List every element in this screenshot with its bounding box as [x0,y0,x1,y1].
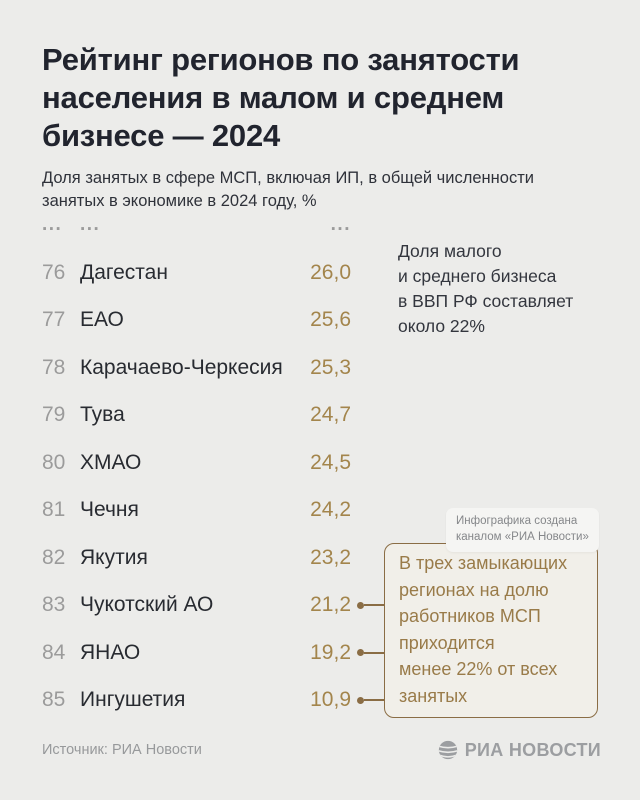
table-row: 84 ЯНАО 19,2 [42,629,386,677]
region-cell: Якутия [80,545,148,569]
connector-dot [357,601,364,609]
region-cell: Карачаево-Черкесия [80,355,283,379]
rank-cell: 81 [42,498,66,522]
region-ranking-list: 76 Дагестан 26,0 77 ЕАО 25,6 78 Карачаево-Черке… [42,249,386,725]
table-row: 82 Якутия 23,2 [42,534,351,582]
ria-novosti-logo: РИА НОВОСТИ [437,739,601,761]
rank-cell: 84 [42,640,66,664]
source-label: Источник: РИА Новости [42,742,202,758]
ellipsis-rank: ... [42,214,63,235]
value-cell: 10,9 [310,688,351,712]
connector-dot [357,696,364,704]
page-subtitle: Доля занятых в сфере МСП, включая ИП, в … [42,169,534,210]
table-row: 81 Чечня 24,2 [42,487,351,535]
value-cell: 25,3 [310,355,351,379]
value-cell: 25,6 [310,308,351,332]
value-cell: 24,2 [310,498,351,522]
connector-line [364,604,386,607]
value-cell: 23,2 [310,545,351,569]
table-ellipsis-row: ... ... ... [42,210,351,236]
rank-cell: 78 [42,355,66,379]
rank-cell: 76 [42,260,66,284]
logo-text: РИА НОВОСТИ [464,739,601,760]
rank-cell: 82 [42,545,66,569]
side-note: Доля малого и среднего бизнеса в ВВП РФ … [398,241,574,336]
region-cell: Чечня [80,498,139,522]
rank-cell: 79 [42,403,66,427]
connector-line [364,651,386,654]
rank-cell: 77 [42,308,66,332]
ria-globe-icon [438,740,457,760]
callout-box: В трех замыкающих регионах на долю работ… [384,543,598,718]
value-cell: 21,2 [310,593,351,617]
region-cell: ЕАО [80,308,124,332]
connector-line [364,699,386,702]
connector-dot [357,649,364,657]
table-row: 80 ХМАО 24,5 [42,439,351,487]
ellipsis-value: ... [330,214,351,235]
value-cell: 19,2 [310,640,351,664]
table-row: 79 Тува 24,7 [42,392,351,440]
table-row: 77 ЕАО 25,6 [42,297,351,345]
value-cell: 26,0 [310,260,351,284]
credit-badge: Инфографика создана каналом «РИА Новости… [446,508,599,552]
region-cell: Ингушетия [80,688,186,712]
page-title: Рейтинг регионов по занятости населения … [42,42,520,153]
value-cell: 24,7 [310,403,351,427]
region-cell: Дагестан [80,260,168,284]
ellipsis-region: ... [80,214,101,235]
rank-cell: 85 [42,688,66,712]
rank-cell: 83 [42,593,66,617]
rank-cell: 80 [42,450,66,474]
table-row: 83 Чукотский АО 21,2 [42,582,386,630]
region-cell: Тува [80,403,125,427]
table-row: 76 Дагестан 26,0 [42,249,351,297]
region-cell: Чукотский АО [80,593,214,617]
region-cell: ЯНАО [80,640,141,664]
table-row: 78 Карачаево-Черкесия 25,3 [42,344,351,392]
table-row: 85 Ингушетия 10,9 [42,677,386,725]
region-cell: ХМАО [80,450,142,474]
value-cell: 24,5 [310,450,351,474]
